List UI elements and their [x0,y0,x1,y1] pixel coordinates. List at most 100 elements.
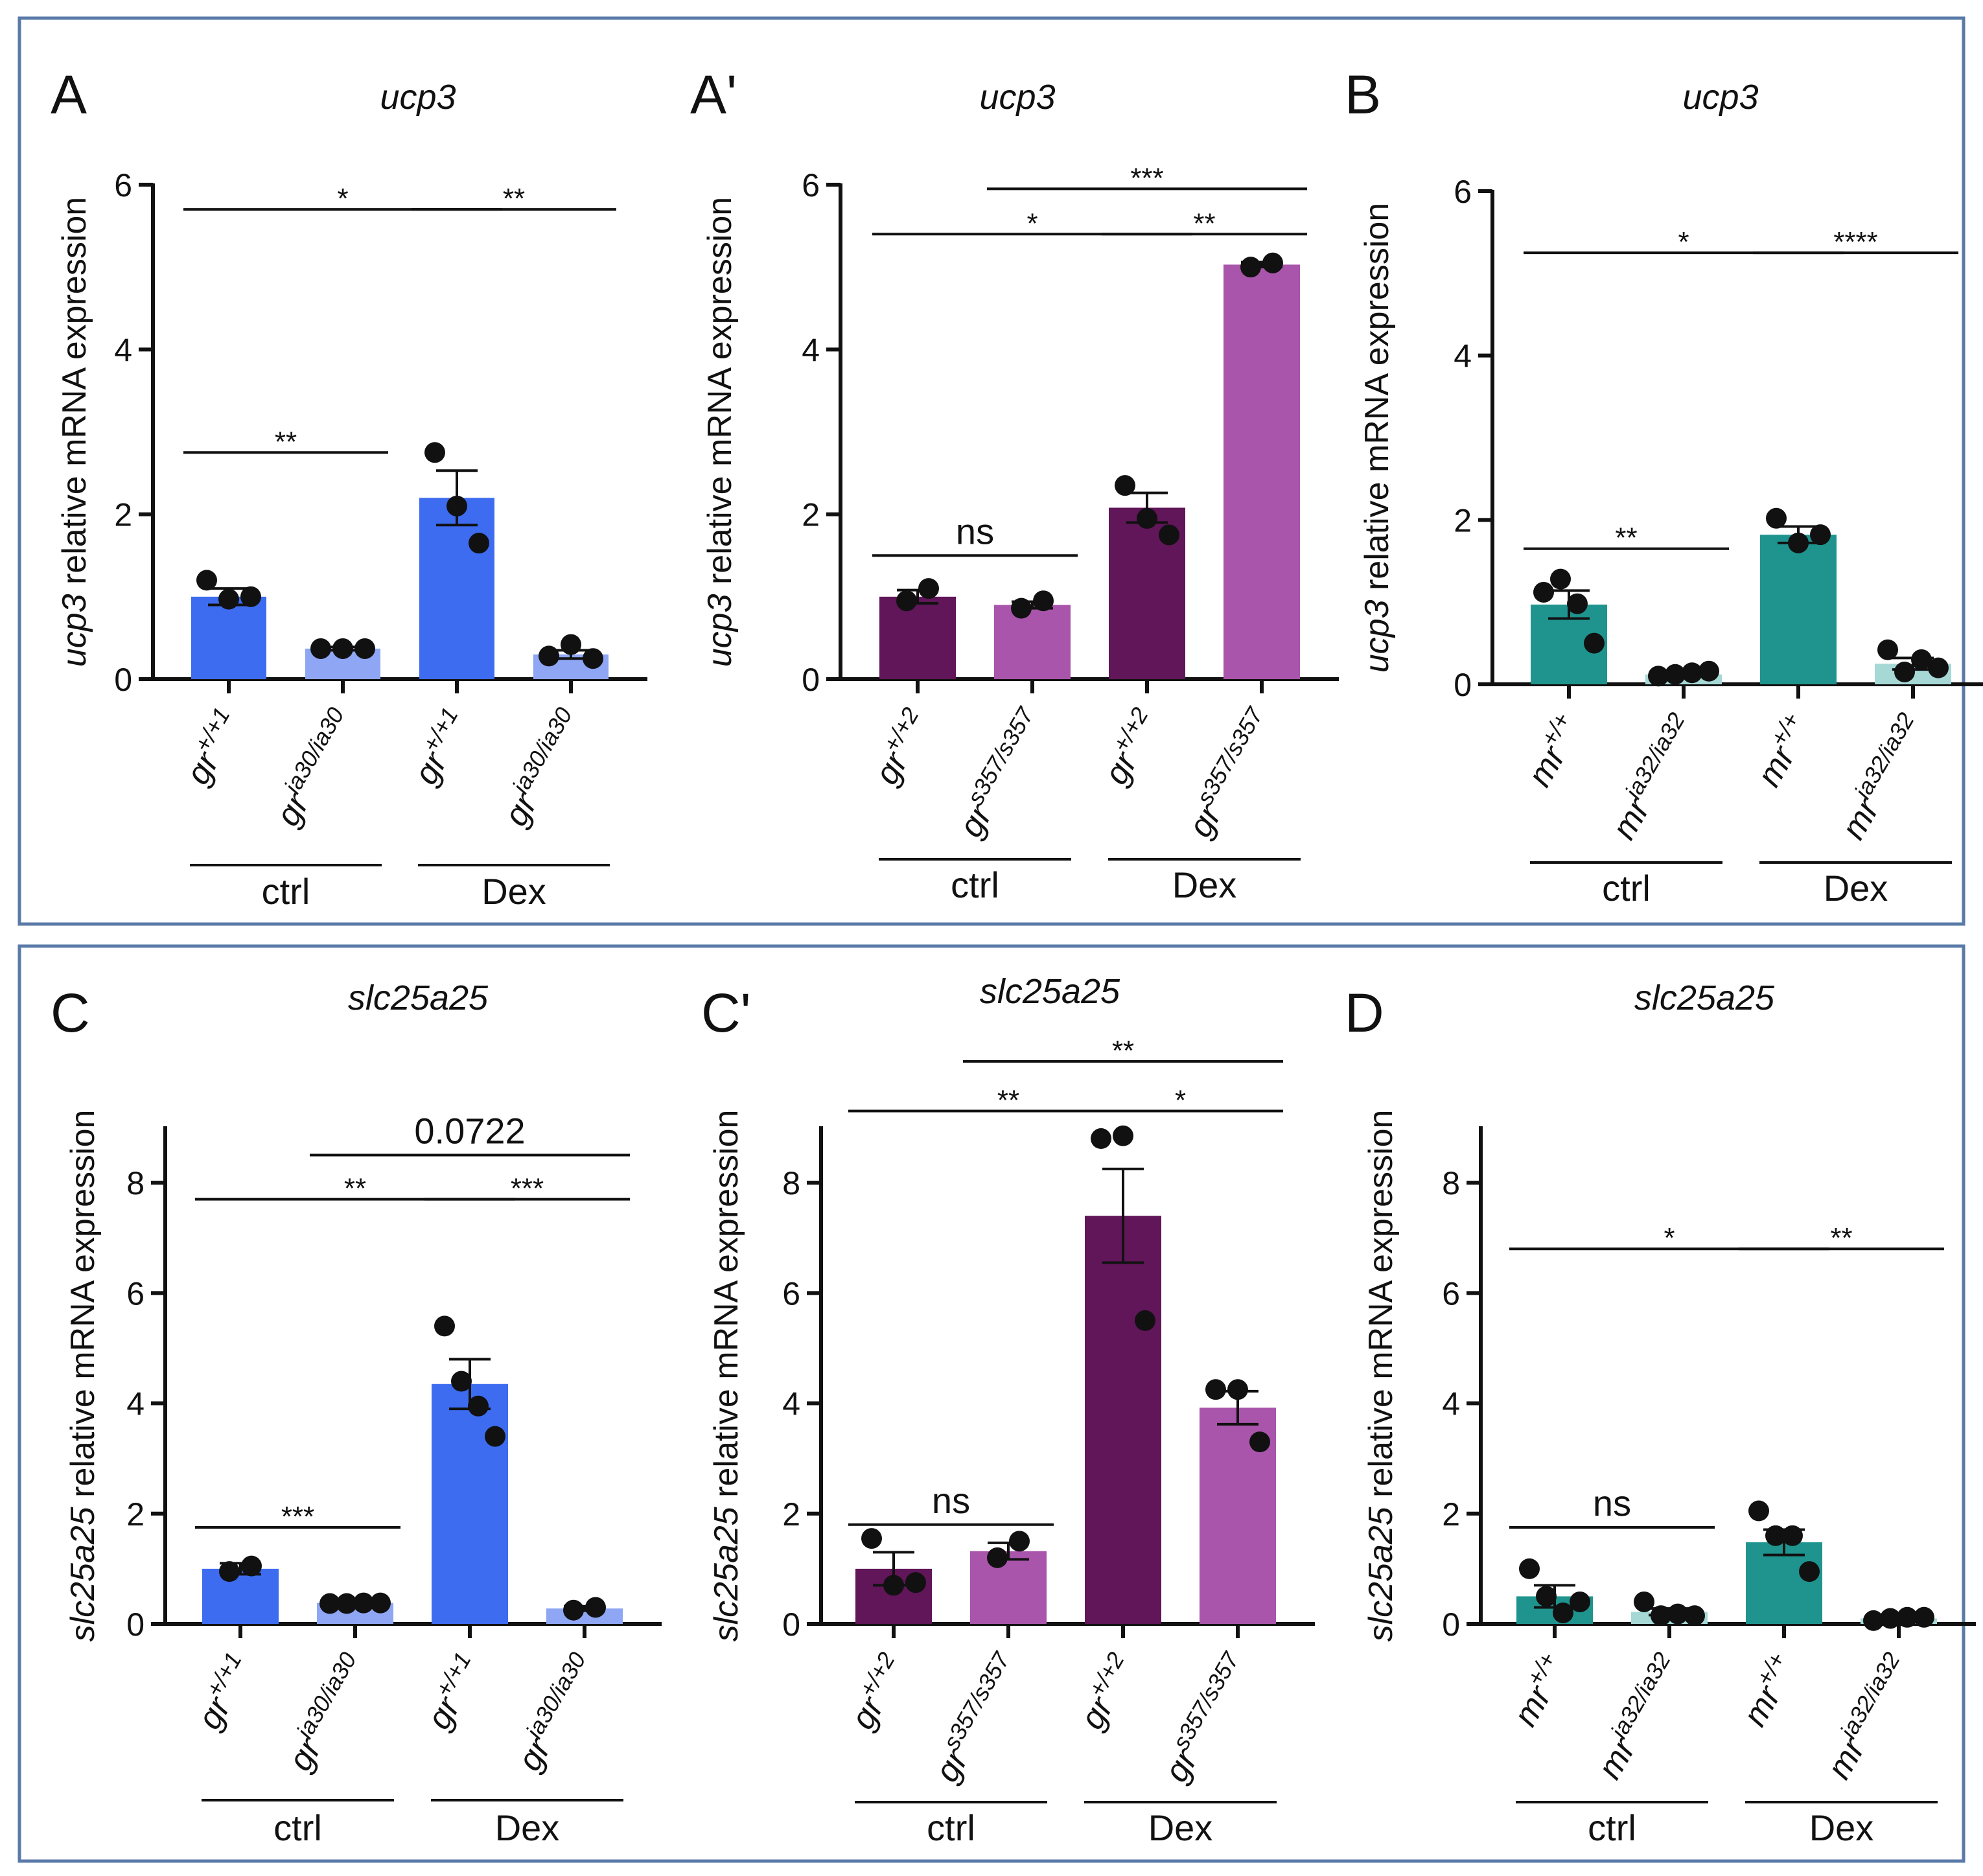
data-point [336,1593,357,1614]
y-tick-label: 4 [782,1386,800,1422]
data-point [240,586,261,607]
data-point [1113,1125,1133,1146]
y-tick-label: 0 [114,662,132,698]
y-tick-label: 2 [114,497,132,533]
data-point [1766,507,1787,529]
data-point [434,1315,455,1337]
x-category-label: gria30/ia30 [492,703,592,833]
data-point [1880,1608,1901,1629]
data-point [1550,568,1571,590]
x-category-label: mria32/ia32 [1600,708,1704,846]
chart-title: slc25a25 [1634,979,1775,1017]
data-point [1262,252,1283,273]
data-point [1651,1605,1671,1627]
significance-label: * [1175,1084,1186,1116]
group-label: Dex [1809,1807,1874,1848]
data-point [1584,632,1605,654]
x-category-label: grs357/s357 [1152,1647,1259,1789]
data-point [1536,1586,1557,1607]
significance-label: ** [1615,522,1637,554]
significance-label: ** [1830,1222,1852,1254]
bar [202,1568,279,1624]
chart-title: slc25a25 [348,979,489,1017]
data-point [424,442,445,463]
bar [1223,264,1300,679]
x-category-label: grs357/s357 [947,702,1054,844]
data-point [1877,639,1898,660]
data-point [1570,1591,1590,1612]
data-point [918,578,939,599]
data-point [1135,1310,1155,1331]
data-point [1519,1558,1540,1579]
y-axis-label: slc25a25 relative mRNA expression [708,1110,745,1642]
data-point [1033,590,1054,612]
y-tick-label: 6 [802,167,820,203]
data-point [1553,1602,1573,1623]
y-tick-label: 0 [126,1606,145,1643]
data-point [585,1597,606,1618]
x-category-label: gr+/+1 [185,1648,261,1736]
x-category-label: gr+/+1 [174,703,249,791]
y-tick-label: 0 [782,1606,800,1643]
x-category-label: mria32/ia32 [1586,1648,1690,1786]
y-tick-label: 4 [114,332,132,368]
x-category-label: mr+/+ [1502,1648,1575,1733]
data-point [1567,593,1588,614]
bar [419,498,494,679]
group-label: ctrl [262,871,310,912]
x-category-label: gr+/+2 [1092,703,1168,791]
data-point [861,1528,882,1549]
panel-letter: A' [690,64,737,125]
y-tick-label: 4 [1442,1386,1460,1422]
x-category-label: gria30/ia30 [276,1648,376,1778]
data-point [563,1599,584,1621]
data-point [1765,1525,1786,1546]
panel-c-prime: C' slc25a25 slc25a25 relative mRNA express… [701,972,1315,1848]
data-point [485,1426,505,1447]
panel-a-prime: A' ucp3 ucp3 relative mRNA expression 0 2 4 6 g… [690,64,1339,905]
y-axis-label: slc25a25 relative mRNA expression [64,1110,102,1642]
y-tick-label: 6 [126,1275,145,1312]
group-label: Dex [1172,864,1237,905]
significance-label: *** [1130,162,1163,194]
bar [1760,535,1837,684]
data-point [196,570,217,591]
group-label: Dex [495,1807,560,1848]
data-point [241,1555,262,1577]
y-axis-label: ucp3 relative mRNA expression [1358,203,1396,673]
group-label: Dex [1148,1807,1213,1848]
x-category-label: gr+/+1 [402,703,478,791]
data-point [354,638,375,659]
bar [1085,1216,1161,1624]
data-point [1799,1561,1820,1582]
group-label: ctrl [273,1807,322,1848]
data-point [1699,660,1719,682]
y-tick-label: 6 [1454,174,1472,210]
significance-label: ** [1193,207,1215,239]
y-tick-label: 2 [126,1496,145,1533]
y-tick-label: 6 [782,1275,800,1312]
significance-label: ns [1593,1483,1631,1523]
data-point [1928,657,1949,678]
bar [191,596,266,679]
data-point [1782,1525,1803,1546]
data-point [1115,475,1135,496]
data-point [370,1592,391,1614]
significance-label: ** [503,183,525,214]
y-tick-label: 4 [126,1386,145,1422]
data-point [1911,649,1932,670]
x-category-label: mria32/ia32 [1815,1648,1919,1786]
group-label: Dex [1824,868,1888,909]
x-category-label: gr+/+1 [415,1648,491,1736]
significance-label: ** [997,1084,1019,1116]
significance-label: ns [932,1480,970,1521]
data-point [987,1547,1008,1568]
data-point [1091,1128,1111,1150]
significance-label: * [1026,207,1038,239]
data-point [219,1561,240,1582]
data-point [1667,1603,1688,1625]
significance-label: *** [511,1173,544,1205]
